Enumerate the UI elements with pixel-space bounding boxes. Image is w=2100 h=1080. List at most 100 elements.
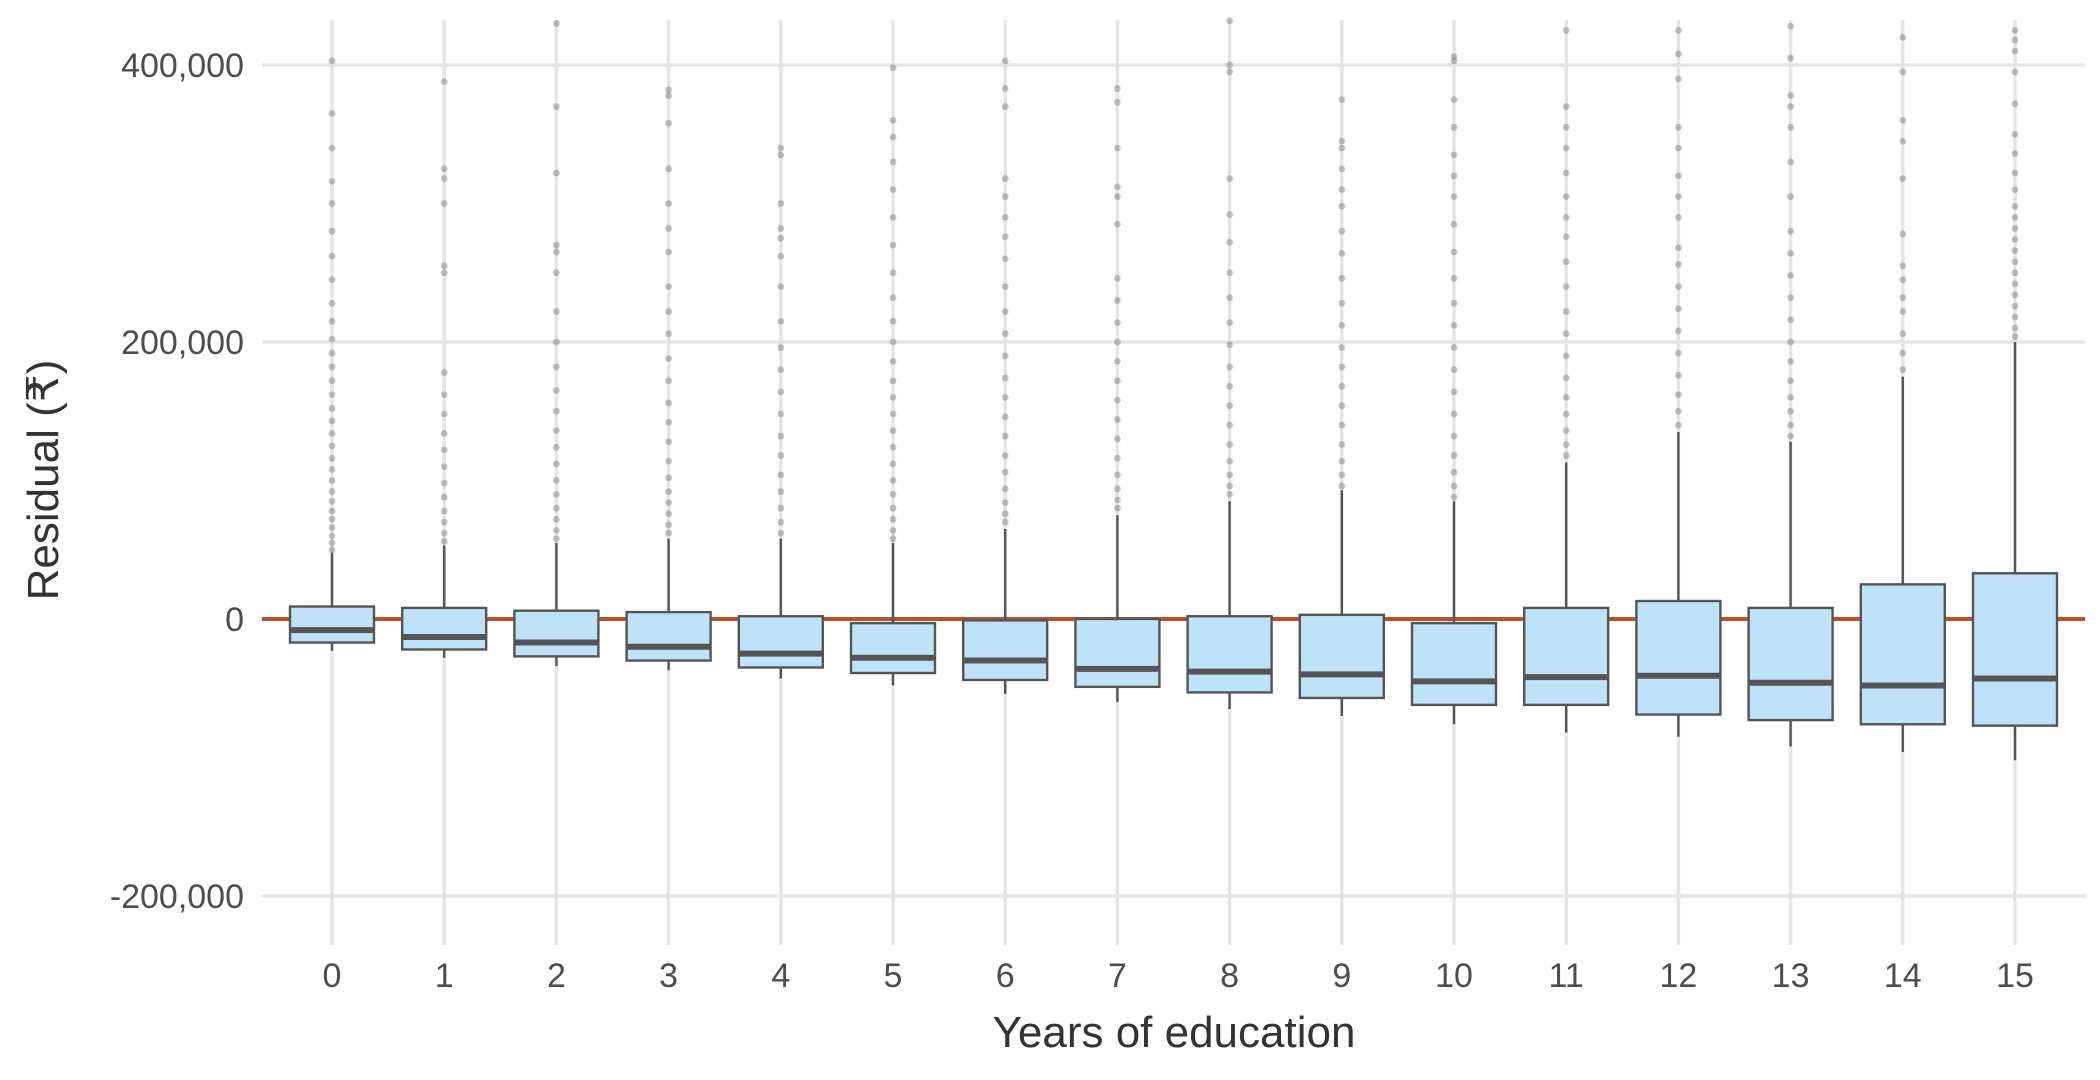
outlier-point [440, 410, 448, 418]
outlier-point [1787, 338, 1794, 346]
outlier-point [1675, 193, 1682, 200]
x-tick-label: 8 [1220, 957, 1239, 995]
outlier-point [1562, 410, 1570, 418]
x-tick-label: 6 [996, 957, 1015, 995]
outlier-point [553, 460, 560, 468]
outlier-point [889, 410, 897, 418]
outlier-point [1787, 407, 1794, 415]
outlier-point [328, 532, 336, 540]
outlier-point [1338, 202, 1346, 210]
x-tick-label: 5 [884, 957, 903, 995]
outlier-point [889, 504, 897, 512]
outlier-point [1899, 308, 1907, 315]
iqr-box [1859, 583, 1947, 726]
outlier-point [1114, 85, 1121, 92]
outlier-point [889, 377, 897, 385]
outlier-point [1226, 471, 1233, 479]
outlier-point [1338, 274, 1346, 282]
outlier-point [889, 269, 897, 277]
outlier-point [1114, 274, 1121, 282]
outlier-point [1114, 435, 1121, 443]
outlier-point [328, 515, 336, 523]
outlier-point [1338, 144, 1346, 152]
outlier-point [1787, 394, 1794, 401]
outlier-point [665, 418, 672, 426]
outlier-point [553, 241, 560, 249]
outlier-point [1001, 510, 1009, 518]
outlier-point [1001, 85, 1009, 92]
outlier-point [665, 510, 672, 518]
outlier-point [328, 335, 336, 343]
outlier-point [1899, 294, 1907, 302]
outlier-point [1899, 117, 1907, 124]
x-tick-label: 4 [771, 957, 790, 995]
outlier-point [1338, 344, 1346, 351]
outlier-point [665, 225, 672, 232]
outlier-point [440, 262, 448, 270]
outlier-point [1899, 33, 1907, 41]
outlier-point [1114, 220, 1121, 228]
outlier-point [1562, 394, 1570, 401]
outlier-point [1562, 330, 1570, 338]
outlier-point [665, 92, 672, 99]
outlier-point [1450, 493, 1458, 501]
outlier-point [1675, 407, 1682, 415]
outlier-point [553, 308, 560, 315]
outlier-point [889, 526, 897, 534]
outlier-point [777, 144, 785, 152]
box-group-14 [1859, 33, 1947, 752]
outlier-point [1001, 283, 1009, 290]
outlier-point [1338, 96, 1346, 104]
outlier-point [777, 471, 785, 479]
outlier-point [1226, 211, 1233, 218]
outlier-point [553, 515, 560, 523]
outlier-point [2011, 291, 2019, 299]
iqr-box [1074, 617, 1161, 689]
outlier-point [1001, 213, 1009, 221]
outlier-point [328, 363, 336, 371]
outlier-point [1226, 402, 1233, 410]
outlier-point [1899, 68, 1907, 76]
outlier-point [889, 317, 897, 325]
y-axis-title: Residual (₹) [19, 360, 68, 601]
outlier-point [1562, 352, 1570, 360]
outlier-point [553, 338, 560, 346]
outlier-point [1338, 471, 1346, 479]
outlier-point [1675, 244, 1682, 252]
outlier-point [2011, 100, 2019, 108]
outlier-point [440, 269, 448, 277]
outlier-point [440, 391, 448, 399]
outlier-point [1114, 377, 1121, 385]
outlier-point [328, 546, 336, 554]
outlier-point [1562, 26, 1570, 34]
outlier-point [1562, 308, 1570, 315]
outlier-point [553, 20, 560, 27]
outlier-point [328, 177, 336, 185]
outlier-point [777, 410, 785, 418]
outlier-point [889, 213, 897, 221]
outlier-point [1562, 283, 1570, 290]
outlier-point [889, 64, 897, 72]
x-tick-label: 1 [435, 957, 454, 995]
outlier-point [1226, 421, 1233, 429]
outlier-point [440, 518, 448, 526]
iqr-box [849, 621, 937, 675]
outlier-point [1114, 98, 1121, 106]
outlier-point [2011, 269, 2019, 277]
outlier-point [1562, 213, 1570, 221]
box-group-7 [1074, 85, 1161, 703]
outlier-point [1675, 421, 1682, 429]
outlier-point [1562, 374, 1570, 382]
outlier-point [1675, 261, 1682, 268]
x-tick-label: 9 [1332, 957, 1351, 995]
outlier-point [553, 504, 560, 512]
outlier-point [1001, 193, 1009, 200]
outlier-point [1226, 238, 1233, 246]
box-group-10 [1410, 53, 1498, 725]
x-tick-label: 7 [1108, 957, 1127, 995]
outlier-point [1787, 249, 1794, 257]
outlier-point [889, 357, 897, 365]
outlier-point [553, 477, 560, 484]
outlier-point [1001, 352, 1009, 360]
